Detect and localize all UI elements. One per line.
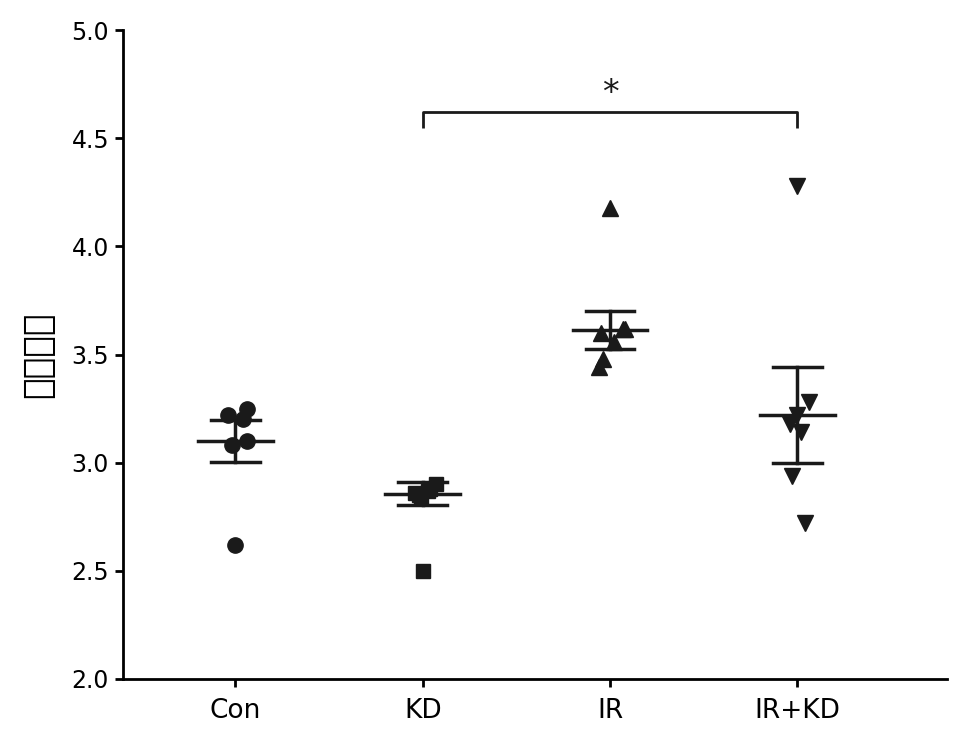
Y-axis label: 肝脊系数: 肝脊系数 — [21, 311, 55, 398]
Text: *: * — [602, 77, 619, 110]
